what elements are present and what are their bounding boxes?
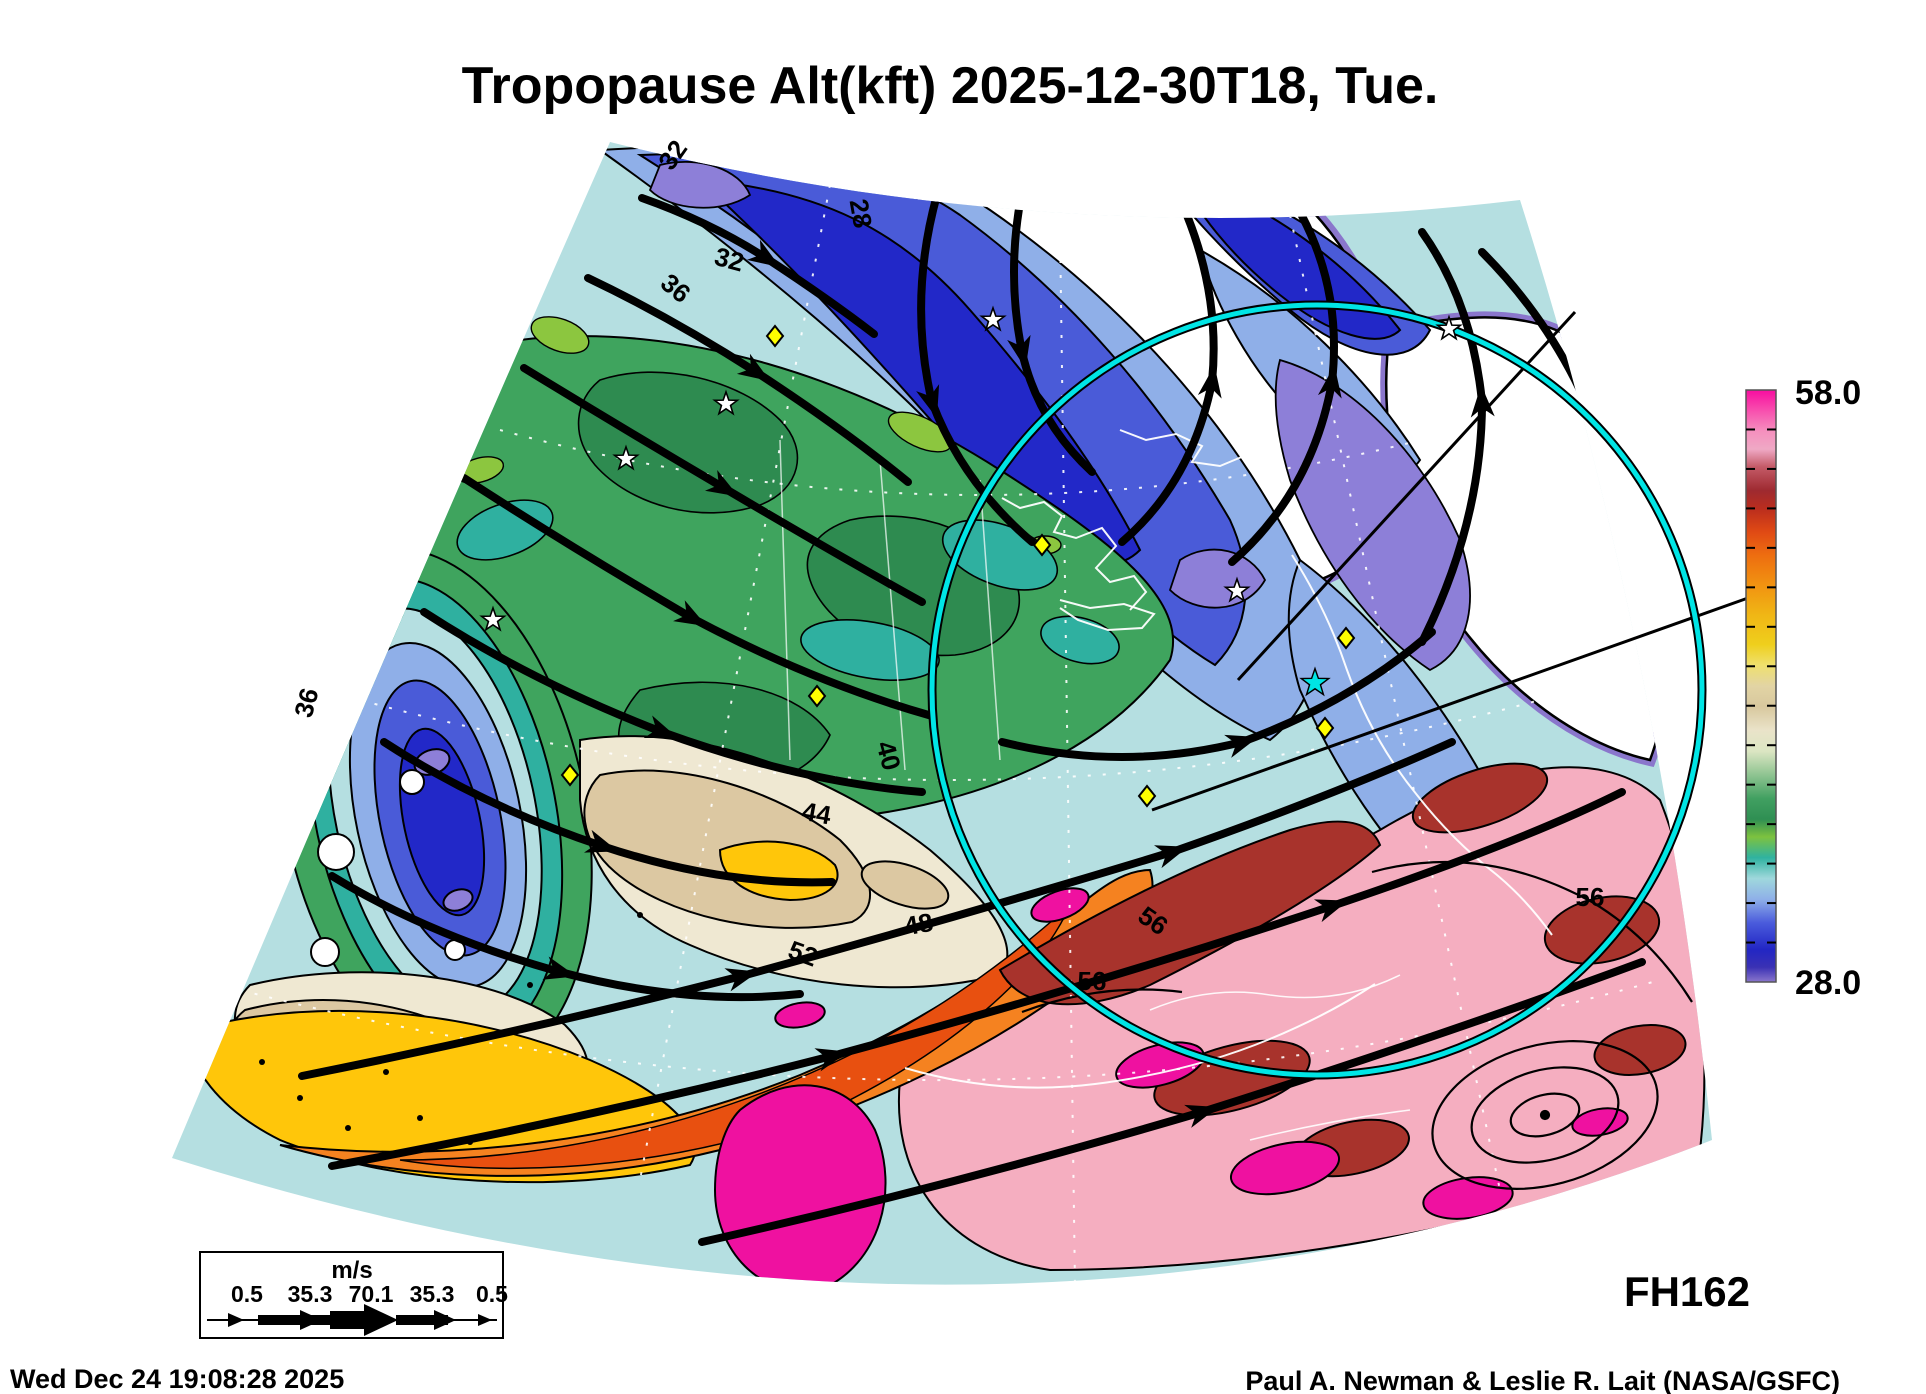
contour-label: 56 bbox=[1576, 882, 1605, 912]
contour-label: 56 bbox=[1078, 966, 1107, 996]
wind-legend-value: 70.1 bbox=[349, 1281, 394, 1307]
cross-section-line-2 bbox=[1151, 596, 1749, 812]
wind-legend-value: 0.5 bbox=[476, 1281, 508, 1307]
colorbar-min-label: 28.0 bbox=[1795, 964, 1861, 1002]
credit-line: Paul A. Newman & Leslie R. Lait (NASA/GS… bbox=[1245, 1366, 1840, 1394]
wind-legend-value: 35.3 bbox=[288, 1281, 333, 1307]
wind-speed-legend: m/s 0.5 35.3 70.1 35.3 0.5 bbox=[199, 1251, 508, 1339]
contour-label: 28 bbox=[844, 197, 879, 231]
forecast-hour-label: FH162 bbox=[1624, 1268, 1750, 1315]
colorbar-max-label: 58.0 bbox=[1795, 374, 1861, 412]
colorbar-ticks bbox=[1746, 428, 1776, 944]
page-title: Tropopause Alt(kft) 2025-12-30T18, Tue. bbox=[462, 57, 1439, 115]
cross-section-lines bbox=[1151, 310, 1749, 812]
wind-legend-units: m/s bbox=[331, 1257, 372, 1284]
colorbar: 58.0 28.0 bbox=[1745, 374, 1861, 1002]
contour-label: 48 bbox=[902, 907, 936, 942]
wind-barb-scale-icon bbox=[207, 1304, 497, 1336]
vortex-rings bbox=[306, 577, 564, 1043]
contour-label: 36 bbox=[288, 685, 324, 721]
map-fan-region bbox=[172, 142, 1712, 1285]
contour-label: 44 bbox=[800, 796, 834, 831]
generated-timestamp: Wed Dec 24 19:08:28 2025 bbox=[10, 1364, 344, 1394]
cross-section-line-1 bbox=[1236, 310, 1577, 682]
wind-streamlines bbox=[298, 148, 1646, 1246]
wind-legend-value: 0.5 bbox=[231, 1281, 263, 1307]
range-ring bbox=[927, 300, 1707, 1080]
colorbar-gradient-bar bbox=[1745, 389, 1777, 983]
wind-legend-value: 35.3 bbox=[410, 1281, 455, 1307]
